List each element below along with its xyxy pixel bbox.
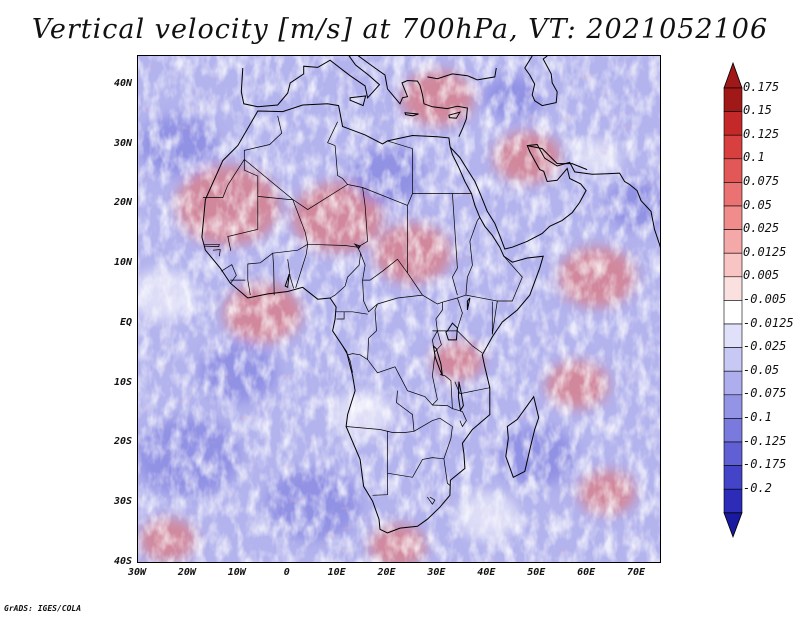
colorbar-swatch <box>723 418 743 443</box>
lon-tick-label: 40E <box>477 567 496 578</box>
colorbar-swatch <box>723 158 743 183</box>
streak-texture <box>138 56 660 562</box>
colorbar-bottom-arrow <box>723 512 743 538</box>
colorbar-swatch <box>723 182 743 207</box>
chart-title: Vertical velocity [m/s] at 700hPa, VT: 2… <box>31 14 769 45</box>
vertical-velocity-map <box>138 56 660 562</box>
madagascar-coastline <box>505 395 540 479</box>
lon-tick-label: 0 <box>283 567 290 578</box>
lon-tick-label: 30W <box>127 567 147 578</box>
colorbar <box>723 62 743 538</box>
colorbar-level-label: -0.175 <box>743 457 787 472</box>
map-panel <box>137 55 661 563</box>
colorbar-level-label: 0.075 <box>743 174 780 188</box>
colorbar-level-label: 0.175 <box>743 79 780 94</box>
colorbar-swatch <box>723 488 743 514</box>
lon-tick-label: 20E <box>377 567 396 578</box>
lat-tick-label: 20N <box>113 197 132 209</box>
colorbar-swatch <box>723 252 743 278</box>
colorbar-swatch <box>723 205 743 230</box>
colorbar-swatch <box>723 276 743 301</box>
lon-tick-label: 70E <box>627 567 646 578</box>
colorbar-level-label: 0.005 <box>743 268 780 283</box>
lat-tick-label: 10N <box>113 257 132 269</box>
lat-tick-label: 30N <box>113 137 132 149</box>
europe-coastline <box>240 56 588 171</box>
lon-tick-label: 10W <box>227 567 246 578</box>
lat-tick-label: 20S <box>113 436 132 448</box>
lat-tick-label: 30S <box>113 496 132 508</box>
colorbar-swatch <box>723 323 743 348</box>
colorbar-level-label: -0.2 <box>743 480 772 495</box>
arabia-coastline <box>449 143 660 250</box>
colorbar-level-label: 0.0125 <box>743 244 787 259</box>
colorbar-level-label: -0.0125 <box>743 315 794 330</box>
lat-tick-label: 40N <box>113 77 132 89</box>
lat-tick-label: EQ <box>119 316 132 328</box>
lon-tick-label: 50E <box>527 567 546 578</box>
colorbar-swatch <box>723 300 743 325</box>
colorbar-swatch <box>723 465 743 490</box>
colorbar-level-label: 0.15 <box>743 103 772 118</box>
colorbar-swatch <box>723 441 743 466</box>
colorbar-level-label: 0.1 <box>743 150 765 165</box>
colorbar-level-label: -0.025 <box>743 339 787 354</box>
colorbar-swatch <box>723 111 743 136</box>
lon-tick-label: 30E <box>427 567 446 578</box>
colorbar-level-label: 0.025 <box>743 221 780 236</box>
colorbar-top-arrow <box>723 62 743 89</box>
credit-text: GrADS: IGES/COLA <box>4 604 82 613</box>
lon-tick-label: 20W <box>177 567 196 578</box>
colorbar-level-label: 0.125 <box>743 126 780 141</box>
colorbar-swatch <box>723 347 743 372</box>
colorbar-level-label: 0.05 <box>743 197 772 212</box>
colorbar-swatch <box>723 134 743 160</box>
lakes <box>284 243 471 412</box>
lat-tick-label: 10S <box>113 376 132 388</box>
colorbar-swatch <box>723 87 743 112</box>
colorbar-level-label: -0.05 <box>743 362 780 377</box>
colorbar-level-label: -0.075 <box>743 386 787 401</box>
colorbar-level-label: -0.005 <box>743 292 787 306</box>
colorbar-swatch <box>723 394 743 419</box>
colorbar-swatch <box>723 229 743 254</box>
colorbar-level-label: -0.1 <box>743 410 772 424</box>
lon-tick-label: 10E <box>327 567 346 578</box>
coastlines <box>201 56 660 534</box>
lon-tick-label: 60E <box>577 567 596 578</box>
lat-tick-label: 40S <box>113 556 132 567</box>
borders <box>202 115 523 505</box>
colorbar-level-label: -0.125 <box>743 433 787 448</box>
colorbar-swatch <box>723 370 743 396</box>
